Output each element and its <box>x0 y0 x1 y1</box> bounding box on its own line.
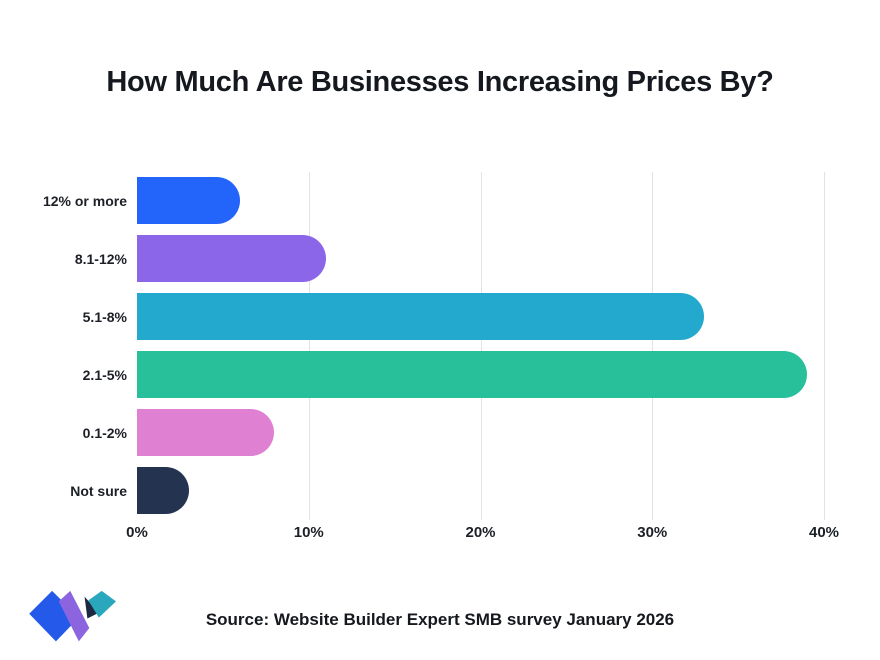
x-tick-label-40: 40% <box>808 524 840 541</box>
x-tick-label-0: 0% <box>126 524 148 541</box>
bar-row: Not sure <box>70 462 824 520</box>
category-label: 5.1-8% <box>82 309 127 325</box>
bar-row: 5.1-8% <box>83 288 824 346</box>
bar-2-1-5- <box>137 351 807 398</box>
bar-row: 2.1-5% <box>83 346 824 404</box>
logo-teal-diamond <box>88 590 117 618</box>
x-tick-label-10: 10% <box>293 524 324 541</box>
gridline-40 <box>824 172 825 520</box>
bar-5-1-8- <box>137 293 704 340</box>
gridline-20 <box>480 172 482 520</box>
chart-title: How Much Are Businesses Increasing Price… <box>106 66 774 98</box>
category-label: Not sure <box>70 483 127 499</box>
source-attribution: Source: Website Builder Expert SMB surve… <box>205 610 675 629</box>
x-tick-label-20: 20% <box>465 524 496 541</box>
category-label: 8.1-12% <box>74 251 127 267</box>
bar-12-or-more <box>137 177 241 224</box>
bar-row: 8.1-12% <box>75 230 824 288</box>
logo-purple-band <box>58 590 90 642</box>
x-axis: 0% 10% 20% 30% 40% <box>126 524 839 546</box>
bar-not-sure <box>137 467 189 514</box>
gridline-10 <box>308 172 310 520</box>
website-builder-expert-logo <box>29 590 117 642</box>
bar-row: 12% or more <box>43 172 824 230</box>
category-label: 12% or more <box>42 193 127 209</box>
plot-area: 12% or more 8.1-12% 5.1-8% 2.1-5% 0.1-2% Not … <box>43 172 825 520</box>
category-label: 2.1-5% <box>82 367 127 383</box>
x-tick-label-30: 30% <box>637 524 668 541</box>
logo-navy-wedge-right <box>84 596 99 619</box>
bar-0-1-2- <box>137 409 275 456</box>
category-label: 0.1-2% <box>82 425 127 441</box>
gridline-30 <box>652 172 654 520</box>
logo-blue-diamond <box>29 590 79 642</box>
bar-8-1-12- <box>137 235 326 282</box>
bar-row: 0.1-2% <box>83 404 824 462</box>
